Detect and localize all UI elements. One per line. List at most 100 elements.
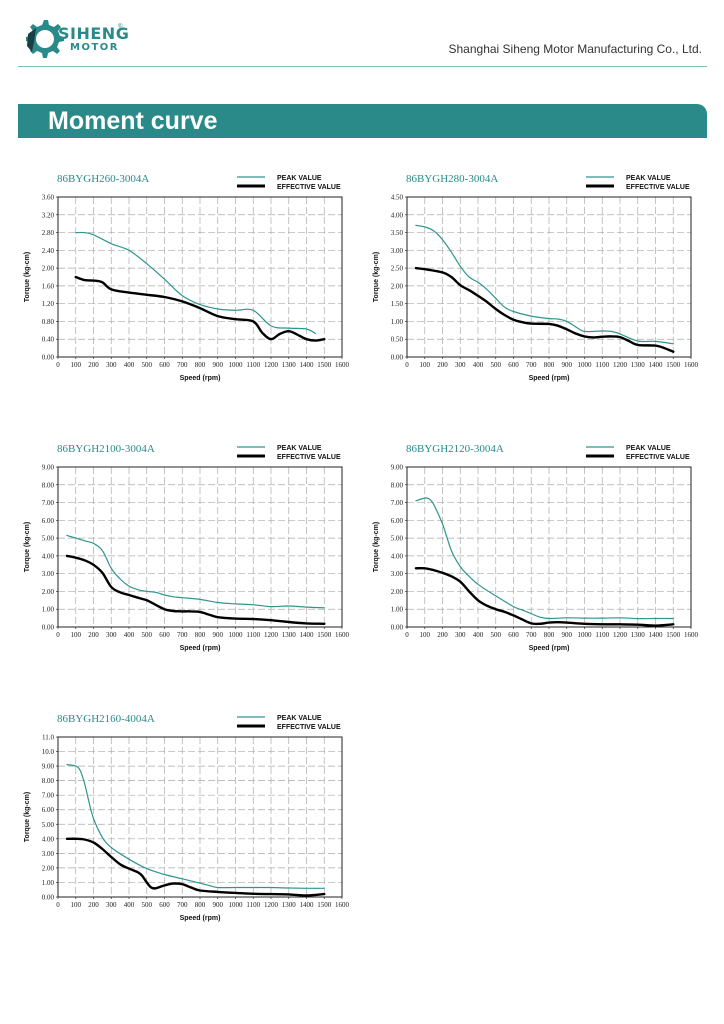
- y-tick-label: 9.00: [42, 763, 55, 771]
- x-tick-label: 1600: [335, 631, 350, 639]
- gear-icon: [26, 20, 64, 58]
- plot-frame: [57, 196, 343, 358]
- x-axis-label: Speed (rpm): [529, 375, 570, 382]
- x-tick-label: 600: [508, 631, 519, 639]
- y-tick-label: 9.00: [42, 464, 55, 472]
- y-tick-label: 2.00: [42, 265, 55, 273]
- y-tick-label: 1.60: [42, 282, 55, 290]
- x-tick-label: 400: [124, 901, 135, 909]
- registered-mark: ®: [118, 24, 123, 30]
- x-tick-label: 1000: [578, 631, 593, 639]
- x-tick-label: 200: [437, 631, 448, 639]
- y-tick-label: 3.00: [391, 570, 404, 578]
- y-tick-label: 2.00: [391, 282, 404, 290]
- y-tick-label: 8.00: [42, 481, 55, 489]
- chart-svg: PEAK VALUE EFFECTIVE VALUE 0 100 200 300 400 50…: [373, 175, 699, 382]
- y-tick-label: 2.00: [42, 588, 55, 596]
- section-banner: Moment curve: [18, 104, 707, 138]
- x-tick-label: 1300: [631, 631, 646, 639]
- y-tick-label: 2.00: [391, 588, 404, 596]
- x-tick-label: 1600: [335, 361, 350, 369]
- x-tick-label: 500: [142, 361, 153, 369]
- legend-label-effective: EFFECTIVE VALUE: [277, 184, 341, 191]
- chart-86bygh280: 86BYGH280-3004A PEAK VALUE EFFECTIVE VALUE…: [364, 165, 709, 390]
- x-tick-label: 0: [56, 631, 60, 639]
- x-tick-label: 900: [562, 631, 573, 639]
- y-tick-label: 1.00: [391, 606, 404, 614]
- legend-label-peak: PEAK VALUE: [277, 445, 322, 452]
- y-tick-label: 2.50: [391, 265, 404, 273]
- y-tick-label: 6.00: [42, 517, 55, 525]
- plot-frame: [57, 466, 343, 628]
- series-line-peak: [415, 497, 674, 620]
- chart-86bygh2120: 86BYGH2120-3004A PEAK VALUE EFFECTIVE VALU…: [364, 435, 709, 660]
- x-tick-label: 0: [56, 361, 60, 369]
- x-tick-label: 200: [437, 361, 448, 369]
- x-tick-label: 900: [213, 901, 224, 909]
- y-tick-label: 1.00: [42, 606, 55, 614]
- chart-title: 86BYGH280-3004A: [406, 173, 499, 185]
- x-tick-label: 500: [142, 631, 153, 639]
- y-tick-label: 4.00: [42, 552, 55, 560]
- x-tick-label: 200: [88, 901, 99, 909]
- x-tick-label: 500: [491, 631, 502, 639]
- legend-label-peak: PEAK VALUE: [277, 715, 322, 722]
- y-axis-label: Torque (kg-cm): [373, 252, 380, 302]
- legend-label-peak: PEAK VALUE: [277, 175, 322, 182]
- series-line-peak: [66, 764, 325, 889]
- x-tick-label: 1300: [631, 361, 646, 369]
- y-axis-label: Torque (kg-cm): [373, 522, 380, 572]
- x-tick-label: 300: [455, 631, 466, 639]
- y-tick-label: 2.00: [42, 864, 55, 872]
- x-tick-label: 1500: [317, 361, 332, 369]
- y-tick-label: 0.00: [391, 354, 404, 362]
- x-tick-label: 1200: [264, 631, 279, 639]
- y-tick-label: 4.00: [391, 552, 404, 560]
- series-line-peak: [415, 224, 674, 345]
- y-tick-label: 7.00: [42, 499, 55, 507]
- y-tick-label: 1.20: [42, 300, 55, 308]
- x-tick-label: 800: [195, 631, 206, 639]
- y-tick-label: 5.00: [42, 535, 55, 543]
- series-line-effective: [414, 266, 675, 353]
- y-axis-label: Torque (kg-cm): [24, 522, 31, 572]
- x-tick-label: 700: [177, 631, 188, 639]
- series-line-peak: [66, 534, 325, 609]
- x-tick-label: 1500: [666, 361, 681, 369]
- x-tick-label: 300: [106, 631, 117, 639]
- x-axis-label: Speed (rpm): [180, 375, 221, 382]
- x-tick-label: 400: [473, 361, 484, 369]
- x-tick-label: 600: [159, 901, 170, 909]
- y-tick-label: 0.50: [391, 336, 404, 344]
- x-tick-label: 900: [213, 631, 224, 639]
- series-line-effective: [414, 566, 675, 627]
- x-tick-label: 800: [544, 631, 555, 639]
- plot-frame: [406, 466, 692, 628]
- x-tick-label: 1600: [684, 361, 699, 369]
- x-tick-label: 100: [71, 901, 82, 909]
- y-tick-label: 4.00: [42, 835, 55, 843]
- chart-86bygh2100: 86BYGH2100-3004A PEAK VALUE EFFECTIVE VALU…: [15, 435, 360, 660]
- x-tick-label: 900: [213, 361, 224, 369]
- x-tick-label: 1300: [282, 631, 297, 639]
- x-tick-label: 1400: [300, 631, 315, 639]
- x-tick-label: 300: [106, 361, 117, 369]
- x-tick-label: 1100: [246, 361, 260, 369]
- header-divider: [18, 66, 707, 67]
- x-tick-label: 800: [544, 361, 555, 369]
- legend-label-effective: EFFECTIVE VALUE: [626, 184, 690, 191]
- y-tick-label: 7.00: [42, 792, 55, 800]
- x-axis-label: Speed (rpm): [180, 645, 221, 652]
- x-tick-label: 500: [491, 361, 502, 369]
- y-tick-label: 3.00: [391, 247, 404, 255]
- chart-86bygh2160: 86BYGH2160-4004A PEAK VALUE EFFECTIVE VALU…: [15, 705, 360, 930]
- section-title: Moment curve: [48, 107, 218, 135]
- x-tick-label: 200: [88, 361, 99, 369]
- x-tick-label: 700: [526, 631, 537, 639]
- chart-svg: PEAK VALUE EFFECTIVE VALUE 0 100 200 300 400 50…: [24, 445, 350, 652]
- y-tick-label: 1.50: [391, 300, 404, 308]
- series-line-peak: [75, 231, 316, 334]
- x-tick-label: 400: [473, 631, 484, 639]
- x-tick-label: 1400: [649, 631, 664, 639]
- y-tick-label: 0.80: [42, 318, 55, 326]
